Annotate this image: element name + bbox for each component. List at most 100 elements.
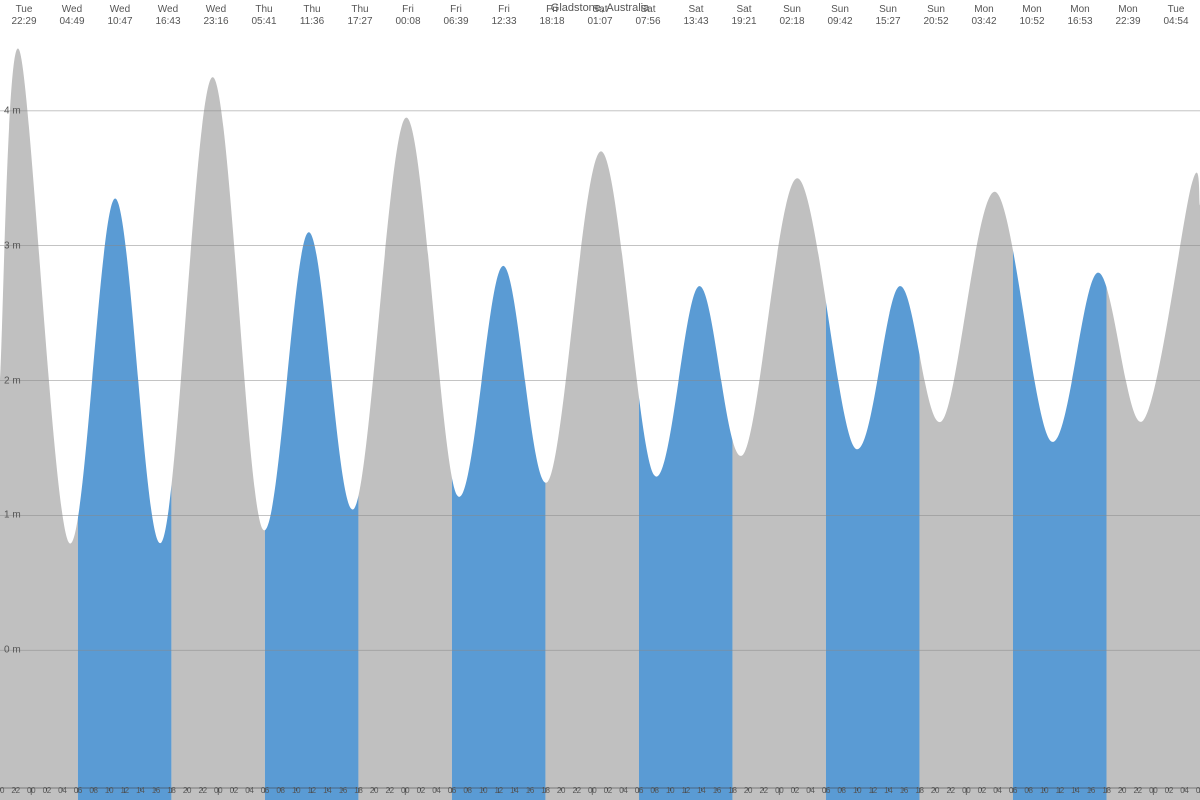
header-day: Thu [347,4,372,16]
header-day: Sun [827,4,852,16]
header-day: Thu [251,4,276,16]
header-time: 02:18 [779,16,804,28]
x-hour-label: 02 [1165,786,1173,795]
x-hour-label: 16 [152,786,160,795]
x-hour-label: 04 [806,786,814,795]
header-time: 15:27 [875,16,900,28]
header-day: Sun [779,4,804,16]
header-day: Mon [971,4,996,16]
header-day: Fri [443,4,468,16]
x-hour-label: 12 [869,786,877,795]
x-hour-label: 22 [759,786,767,795]
x-hour-label: 10 [853,786,861,795]
header-day: Sat [587,4,612,16]
x-hour-label: 12 [1056,786,1064,795]
header-time-col: Tue04:54 [1163,4,1188,28]
header-day: Wed [155,4,180,16]
x-hour-label: 16 [1087,786,1095,795]
header-day: Wed [203,4,228,16]
header-day: Wed [107,4,132,16]
header-time-col: Fri18:18 [539,4,564,28]
y-tick-label: 0 m [4,645,21,656]
header-time-col: Mon22:39 [1115,4,1140,28]
x-hour-label: 22 [385,786,393,795]
x-hour-label: 08 [89,786,97,795]
header-time-col: Sat07:56 [635,4,660,28]
header-day: Fri [395,4,420,16]
x-hour-label: 14 [1071,786,1079,795]
y-tick-label: 3 m [4,240,21,251]
header-time: 01:07 [587,16,612,28]
x-hour-label: 14 [697,786,705,795]
x-hour-label: 16 [339,786,347,795]
header-time: 13:43 [683,16,708,28]
x-hour-label: 20 [183,786,191,795]
x-hour-label: 10 [666,786,674,795]
x-hour-label: 22 [1134,786,1142,795]
header-time: 19:21 [731,16,756,28]
header-day: Sun [875,4,900,16]
header-time-col: Wed16:43 [155,4,180,28]
header-time-col: Thu05:41 [251,4,276,28]
x-hour-label: 06 [74,786,82,795]
x-hour-label: 00 [214,786,222,795]
header-time-col: Mon16:53 [1067,4,1092,28]
x-hour-label: 04 [432,786,440,795]
header-time-col: Fri12:33 [491,4,516,28]
header-time-col: Thu17:27 [347,4,372,28]
x-hour-label: 10 [292,786,300,795]
x-hour-label: 12 [121,786,129,795]
x-hour-label: 04 [619,786,627,795]
x-hour-label: 14 [510,786,518,795]
header-day: Mon [1019,4,1044,16]
header-time-col: Mon03:42 [971,4,996,28]
x-hour-label: 04 [245,786,253,795]
x-hour-label: 08 [463,786,471,795]
x-hour-label: 18 [915,786,923,795]
x-hour-label: 18 [1102,786,1110,795]
x-hour-label: 00 [27,786,35,795]
y-tick-label: 2 m [4,375,21,386]
x-hour-label: 06 [448,786,456,795]
x-hour-label: 02 [230,786,238,795]
x-hour-label: 06 [822,786,830,795]
header-day: Fri [539,4,564,16]
header-time: 11:36 [300,16,324,28]
header-day: Mon [1115,4,1140,16]
header-time-col: Mon10:52 [1019,4,1044,28]
x-hour-label: 18 [541,786,549,795]
x-hour-label: 16 [713,786,721,795]
header-day: Mon [1067,4,1092,16]
header-time-col: Thu11:36 [300,4,324,28]
y-axis-labels: 0 m1 m2 m3 m4 m [4,0,34,800]
chart-svg [0,0,1200,800]
header-day: Sat [635,4,660,16]
header-time-col: Sun20:52 [923,4,948,28]
x-hour-label: 06 [261,786,269,795]
x-hour-label: 04 [1180,786,1188,795]
header-time: 20:52 [923,16,948,28]
header-day: Fri [491,4,516,16]
x-hour-label: 12 [682,786,690,795]
x-hour-label: 08 [1024,786,1032,795]
x-hour-label: 08 [837,786,845,795]
header-time-col: Sun09:42 [827,4,852,28]
header-time-col: Fri06:39 [443,4,468,28]
header-time: 03:42 [971,16,996,28]
x-hour-label: 06 [1009,786,1017,795]
x-hour-label: 04 [58,786,66,795]
x-hour-label: 20 [744,786,752,795]
x-hour-label: 22 [572,786,580,795]
x-hour-label: 16 [526,786,534,795]
x-hour-label: 02 [978,786,986,795]
header-time: 07:56 [635,16,660,28]
x-hour-label: 20 [0,786,4,795]
header-time: 00:08 [395,16,420,28]
x-hour-label: 20 [557,786,565,795]
x-hour-label: 10 [1040,786,1048,795]
x-hour-label: 08 [276,786,284,795]
x-hour-label: 10 [479,786,487,795]
header-time-labels: Tue22:29Wed04:49Wed10:47Wed16:43Wed23:16… [0,4,1200,32]
header-time: 04:54 [1163,16,1188,28]
y-tick-label: 4 m [4,105,21,116]
